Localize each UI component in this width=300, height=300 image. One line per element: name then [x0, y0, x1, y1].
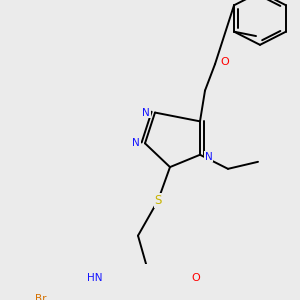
Text: HN: HN [86, 273, 102, 283]
Text: S: S [154, 194, 162, 207]
Text: N: N [205, 152, 213, 161]
Text: N: N [142, 108, 150, 118]
Text: O: O [220, 57, 229, 67]
Text: O: O [191, 273, 200, 283]
Text: N: N [132, 138, 140, 148]
Text: Br: Br [35, 294, 46, 300]
